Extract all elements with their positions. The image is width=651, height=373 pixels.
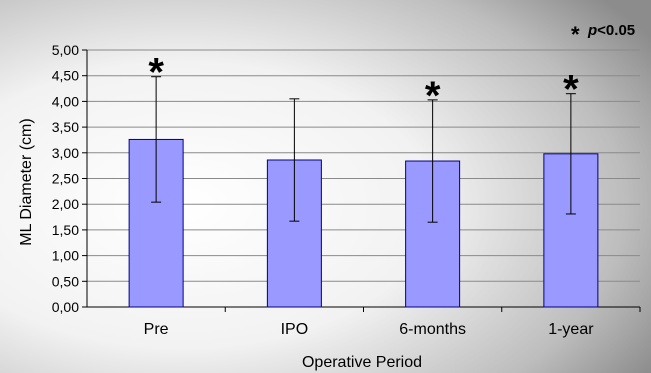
x-tick-label: 6-months — [399, 321, 466, 338]
significance-star: * — [425, 74, 441, 118]
y-tick-label: 0,00 — [52, 299, 79, 315]
error-bars — [151, 76, 576, 223]
y-tick-label: 5,00 — [52, 42, 79, 58]
y-tick-label: 4,00 — [52, 93, 79, 109]
y-tick-label: 2,00 — [52, 196, 79, 212]
y-axis-title: ML Diameter (cm) — [18, 118, 35, 245]
x-tick-label: 1-year — [548, 321, 594, 338]
significance-legend: * p<0.05 — [571, 22, 635, 47]
legend-p-threshold: <0.05 — [597, 22, 635, 39]
significance-star: * — [148, 51, 164, 95]
legend-p-value: p<0.05 — [587, 22, 635, 39]
y-tick-label: 4,50 — [52, 68, 79, 84]
x-tick-label: Pre — [144, 321, 169, 338]
y-tick-label: 1,00 — [52, 248, 79, 264]
x-axis-title: Operative Period — [302, 354, 422, 371]
x-tick-label: IPO — [281, 321, 309, 338]
y-tick-label: 1,50 — [52, 222, 79, 238]
significance-star: * — [563, 68, 579, 112]
legend-p-italic: p — [587, 22, 597, 39]
legend-star: * — [571, 22, 580, 47]
axes: 0,00 0,50 1,00 1,50 2,00 2,50 3,00 3,50 4,00 4,50… — [52, 42, 641, 338]
y-tick-label: 3,00 — [52, 145, 79, 161]
y-tick-label: 0,50 — [52, 273, 79, 289]
significance-stars: * * * — [148, 51, 579, 118]
y-tick-label: 2,50 — [52, 171, 79, 187]
y-tick-label: 3,50 — [52, 119, 79, 135]
